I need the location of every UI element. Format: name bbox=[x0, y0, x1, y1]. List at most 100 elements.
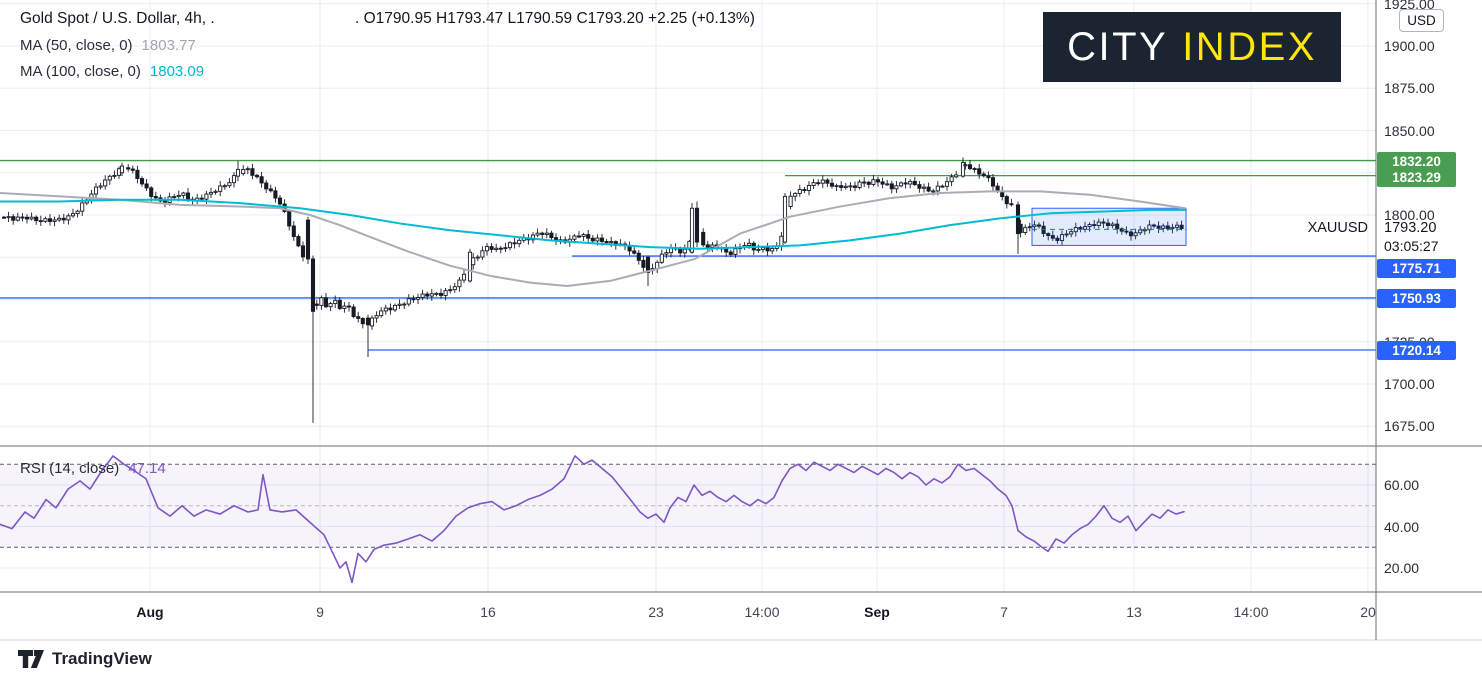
price-tick-label: 1850.00 bbox=[1384, 122, 1435, 139]
candle-body bbox=[333, 299, 338, 305]
candle-body bbox=[1004, 196, 1009, 205]
candle-body bbox=[1133, 232, 1138, 237]
candle-body bbox=[967, 164, 973, 169]
candle-body bbox=[678, 248, 683, 254]
candle-body bbox=[963, 164, 968, 167]
logo-index-text: INDEX bbox=[1182, 24, 1317, 69]
price-level-badge[interactable]: 1823.29 bbox=[1377, 167, 1456, 187]
candle-body bbox=[494, 247, 499, 250]
candle-body bbox=[489, 246, 494, 250]
candle-body bbox=[641, 259, 646, 268]
candle-body bbox=[429, 293, 434, 297]
candle-body bbox=[689, 207, 695, 253]
ma100-label: MA (100, close, 0) bbox=[20, 63, 141, 80]
candle-body bbox=[885, 183, 890, 186]
candle-body bbox=[701, 231, 706, 246]
candle-body bbox=[199, 197, 204, 200]
candle-body bbox=[898, 182, 904, 187]
candle-body bbox=[848, 185, 853, 188]
time-tick-label: 13 bbox=[1126, 604, 1142, 620]
time-tick-label: 14:00 bbox=[1233, 604, 1269, 620]
candle-body bbox=[705, 244, 710, 248]
candle-body bbox=[75, 210, 80, 215]
rsi-label: RSI (14, close) bbox=[20, 460, 120, 477]
candle-body bbox=[1170, 226, 1175, 230]
candle-body bbox=[1009, 203, 1014, 206]
candle-body bbox=[305, 219, 311, 260]
candle-body bbox=[829, 182, 835, 187]
rsi-legend[interactable]: RSI (14, close) 47.14 bbox=[20, 460, 166, 477]
candle-body bbox=[986, 175, 991, 179]
symbol-title[interactable]: Gold Spot / U.S. Dollar, 4h, . bbox=[20, 10, 215, 27]
candle-body bbox=[1110, 223, 1115, 227]
candle-body bbox=[871, 179, 876, 185]
candle-body bbox=[103, 179, 108, 187]
tradingview-attribution[interactable]: TradingView bbox=[18, 649, 152, 669]
candle-body bbox=[935, 185, 940, 192]
price-level-badge[interactable]: 1720.14 bbox=[1377, 340, 1456, 360]
candle-body bbox=[80, 202, 85, 212]
candle-body bbox=[977, 168, 982, 175]
time-tick-label: 20 bbox=[1360, 604, 1376, 620]
candle-body bbox=[337, 299, 342, 309]
price-tick-label: 1875.00 bbox=[1384, 80, 1435, 97]
ohlc-values: . O1790.95 H1793.47 L1790.59 C1793.20 +2… bbox=[355, 10, 755, 27]
candle-body bbox=[346, 305, 352, 308]
candle-body bbox=[1161, 225, 1166, 229]
candle-body bbox=[931, 190, 936, 193]
candle-body bbox=[93, 186, 99, 195]
time-tick-label: 7 bbox=[1000, 604, 1008, 620]
price-level-badge[interactable]: 1832.20 bbox=[1377, 151, 1456, 171]
candle-body bbox=[1174, 224, 1180, 228]
candle-body bbox=[1055, 237, 1060, 241]
candle-body bbox=[728, 251, 733, 255]
candle-body bbox=[328, 303, 333, 308]
candle-body bbox=[1096, 221, 1101, 226]
candle-body bbox=[153, 196, 158, 199]
candle-body bbox=[512, 242, 517, 245]
candle-body bbox=[1101, 221, 1106, 224]
candle-body bbox=[475, 256, 480, 259]
currency-toggle-button[interactable]: USD bbox=[1399, 9, 1444, 32]
candle-body bbox=[866, 181, 871, 185]
candle-body bbox=[264, 182, 269, 190]
candle-body bbox=[66, 215, 71, 221]
candle-body bbox=[1165, 225, 1170, 230]
candle-body bbox=[1023, 227, 1028, 233]
candle-body bbox=[484, 246, 490, 252]
candle-body bbox=[365, 317, 371, 326]
candle-body bbox=[6, 216, 11, 219]
rsi-tick-label: 40.00 bbox=[1384, 518, 1420, 535]
candle-body bbox=[917, 184, 922, 189]
candle-body bbox=[1050, 235, 1055, 239]
candle-body bbox=[1105, 222, 1111, 227]
candle-body bbox=[802, 189, 807, 191]
candle-body bbox=[374, 315, 379, 319]
candle-body bbox=[259, 176, 264, 184]
candle-body bbox=[875, 179, 881, 183]
candle-body bbox=[788, 195, 793, 207]
candle-body bbox=[820, 179, 825, 184]
price-level-badge[interactable]: 1775.71 bbox=[1377, 258, 1456, 278]
candle-body bbox=[443, 290, 448, 296]
candle-body bbox=[599, 237, 605, 242]
ma100-line bbox=[0, 198, 1186, 250]
candle-body bbox=[581, 234, 586, 237]
candle-body bbox=[857, 181, 862, 188]
candle-body bbox=[273, 190, 278, 199]
candle-body bbox=[402, 303, 407, 306]
candle-body bbox=[162, 200, 168, 203]
price-level-badge[interactable]: 1750.93 bbox=[1377, 288, 1456, 308]
ma50-legend[interactable]: MA (50, close, 0) 1803.77 bbox=[20, 37, 196, 54]
candle-body bbox=[912, 180, 917, 186]
chart-legend-row: Gold Spot / U.S. Dollar, 4h, . . O1790.9… bbox=[20, 10, 755, 28]
candle-body bbox=[415, 297, 421, 300]
candle-body bbox=[392, 304, 398, 311]
candle-body bbox=[990, 177, 996, 187]
candle-body bbox=[1041, 225, 1046, 235]
candle-body bbox=[530, 234, 536, 241]
candle-body bbox=[411, 298, 416, 301]
ma100-legend[interactable]: MA (100, close, 0) 1803.09 bbox=[20, 63, 204, 80]
current-price-label: 1793.20 bbox=[1384, 220, 1437, 236]
